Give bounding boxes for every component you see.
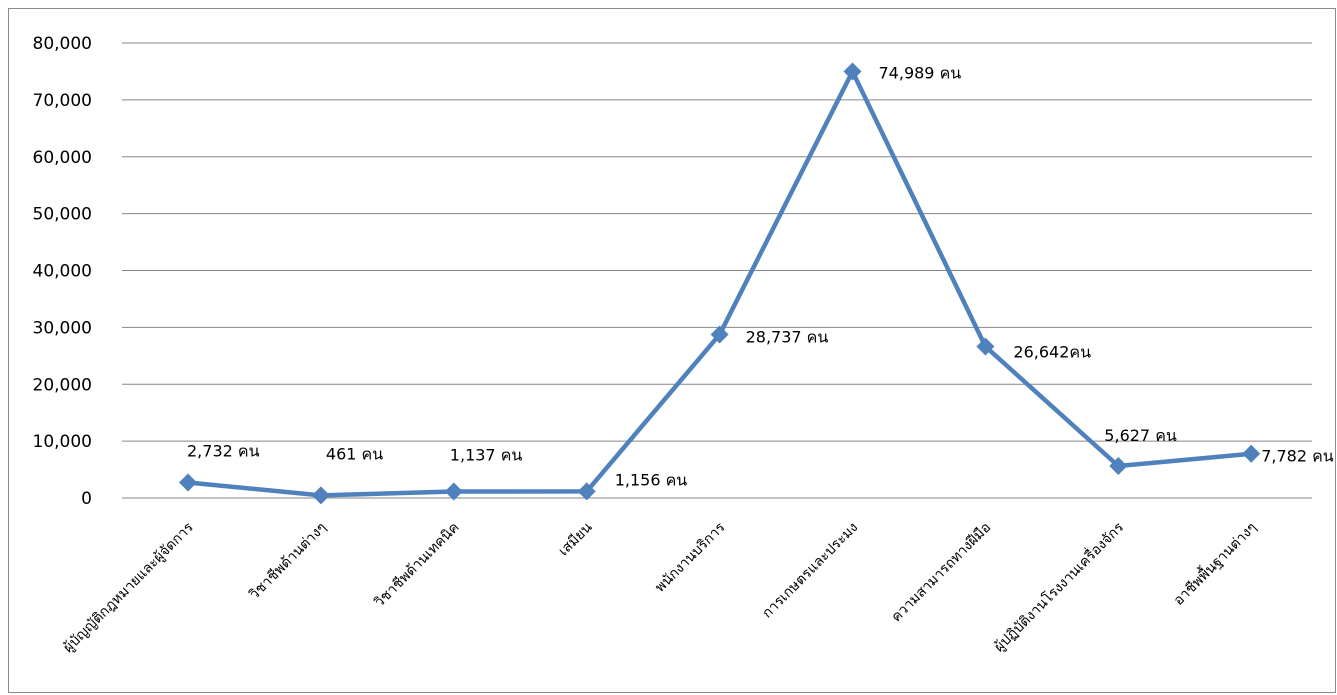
data-label: 1,156 คน <box>615 470 688 489</box>
x-category-label: วิชาชีพด้านเทคนิค <box>371 520 462 611</box>
data-label: 5,627 คน <box>1104 426 1177 445</box>
data-point-marker <box>1109 456 1128 475</box>
x-category-label: การเกษตรและประมง <box>759 520 861 622</box>
y-tick-label: 20,000 <box>33 375 92 395</box>
x-category-label: พนักงานบริการ <box>652 519 729 596</box>
data-markers <box>179 62 1261 505</box>
y-tick-label: 40,000 <box>33 262 92 282</box>
x-category-label: อาชีพพื้นฐานต่างๆ <box>1169 517 1260 608</box>
y-tick-label: 30,000 <box>33 318 92 338</box>
data-point-marker <box>311 486 330 505</box>
data-point-marker <box>577 482 596 501</box>
y-tick-label: 80,000 <box>33 34 92 54</box>
data-point-marker <box>444 482 463 501</box>
data-label: 74,989 คน <box>879 64 962 83</box>
data-label: 461 คน <box>326 444 383 463</box>
data-point-marker <box>179 473 197 492</box>
x-category-label: เสมียน <box>556 519 596 559</box>
y-tick-label: 10,000 <box>33 432 92 452</box>
x-category-label: ผู้บัญญัติกฎหมายและผู้จัดการ <box>60 519 197 656</box>
data-label: 1,137 คน <box>450 446 523 465</box>
data-point-marker <box>976 337 995 356</box>
x-category-label: ความสามารถทางฝีมือ <box>888 520 994 626</box>
series-line <box>187 69 1252 498</box>
data-point-marker <box>1242 444 1261 463</box>
chart-frame <box>8 8 1336 693</box>
data-point-marker <box>843 62 862 81</box>
x-axis-category-labels: ผู้บัญญัติกฎหมายและผู้จัดการ วิชาชีพด้านต… <box>60 517 1260 656</box>
data-point-marker <box>710 325 729 344</box>
y-tick-label: 0 <box>81 489 92 509</box>
y-tick-label: 60,000 <box>33 148 92 168</box>
y-axis-tick-labels: 0 10,000 20,000 30,000 40,000 50,000 60,000 70,… <box>33 34 92 509</box>
y-tick-label: 50,000 <box>33 205 92 225</box>
data-label: 7,782 คน <box>1261 447 1334 466</box>
y-tick-label: 70,000 <box>33 91 92 111</box>
data-label: 28,737 คน <box>746 328 829 347</box>
x-category-label: ผู้ปฏิบัติงานโรงงานเครื่องจักร <box>990 518 1128 656</box>
data-label: 26,642คน <box>1013 342 1091 361</box>
data-labels: 2,732 คน 461 คน 1,137 คน 1,156 คน 28,737 คน 7… <box>187 64 1334 490</box>
x-category-label: วิชาชีพด้านต่างๆ <box>246 520 329 603</box>
data-label: 2,732 คน <box>187 441 260 460</box>
